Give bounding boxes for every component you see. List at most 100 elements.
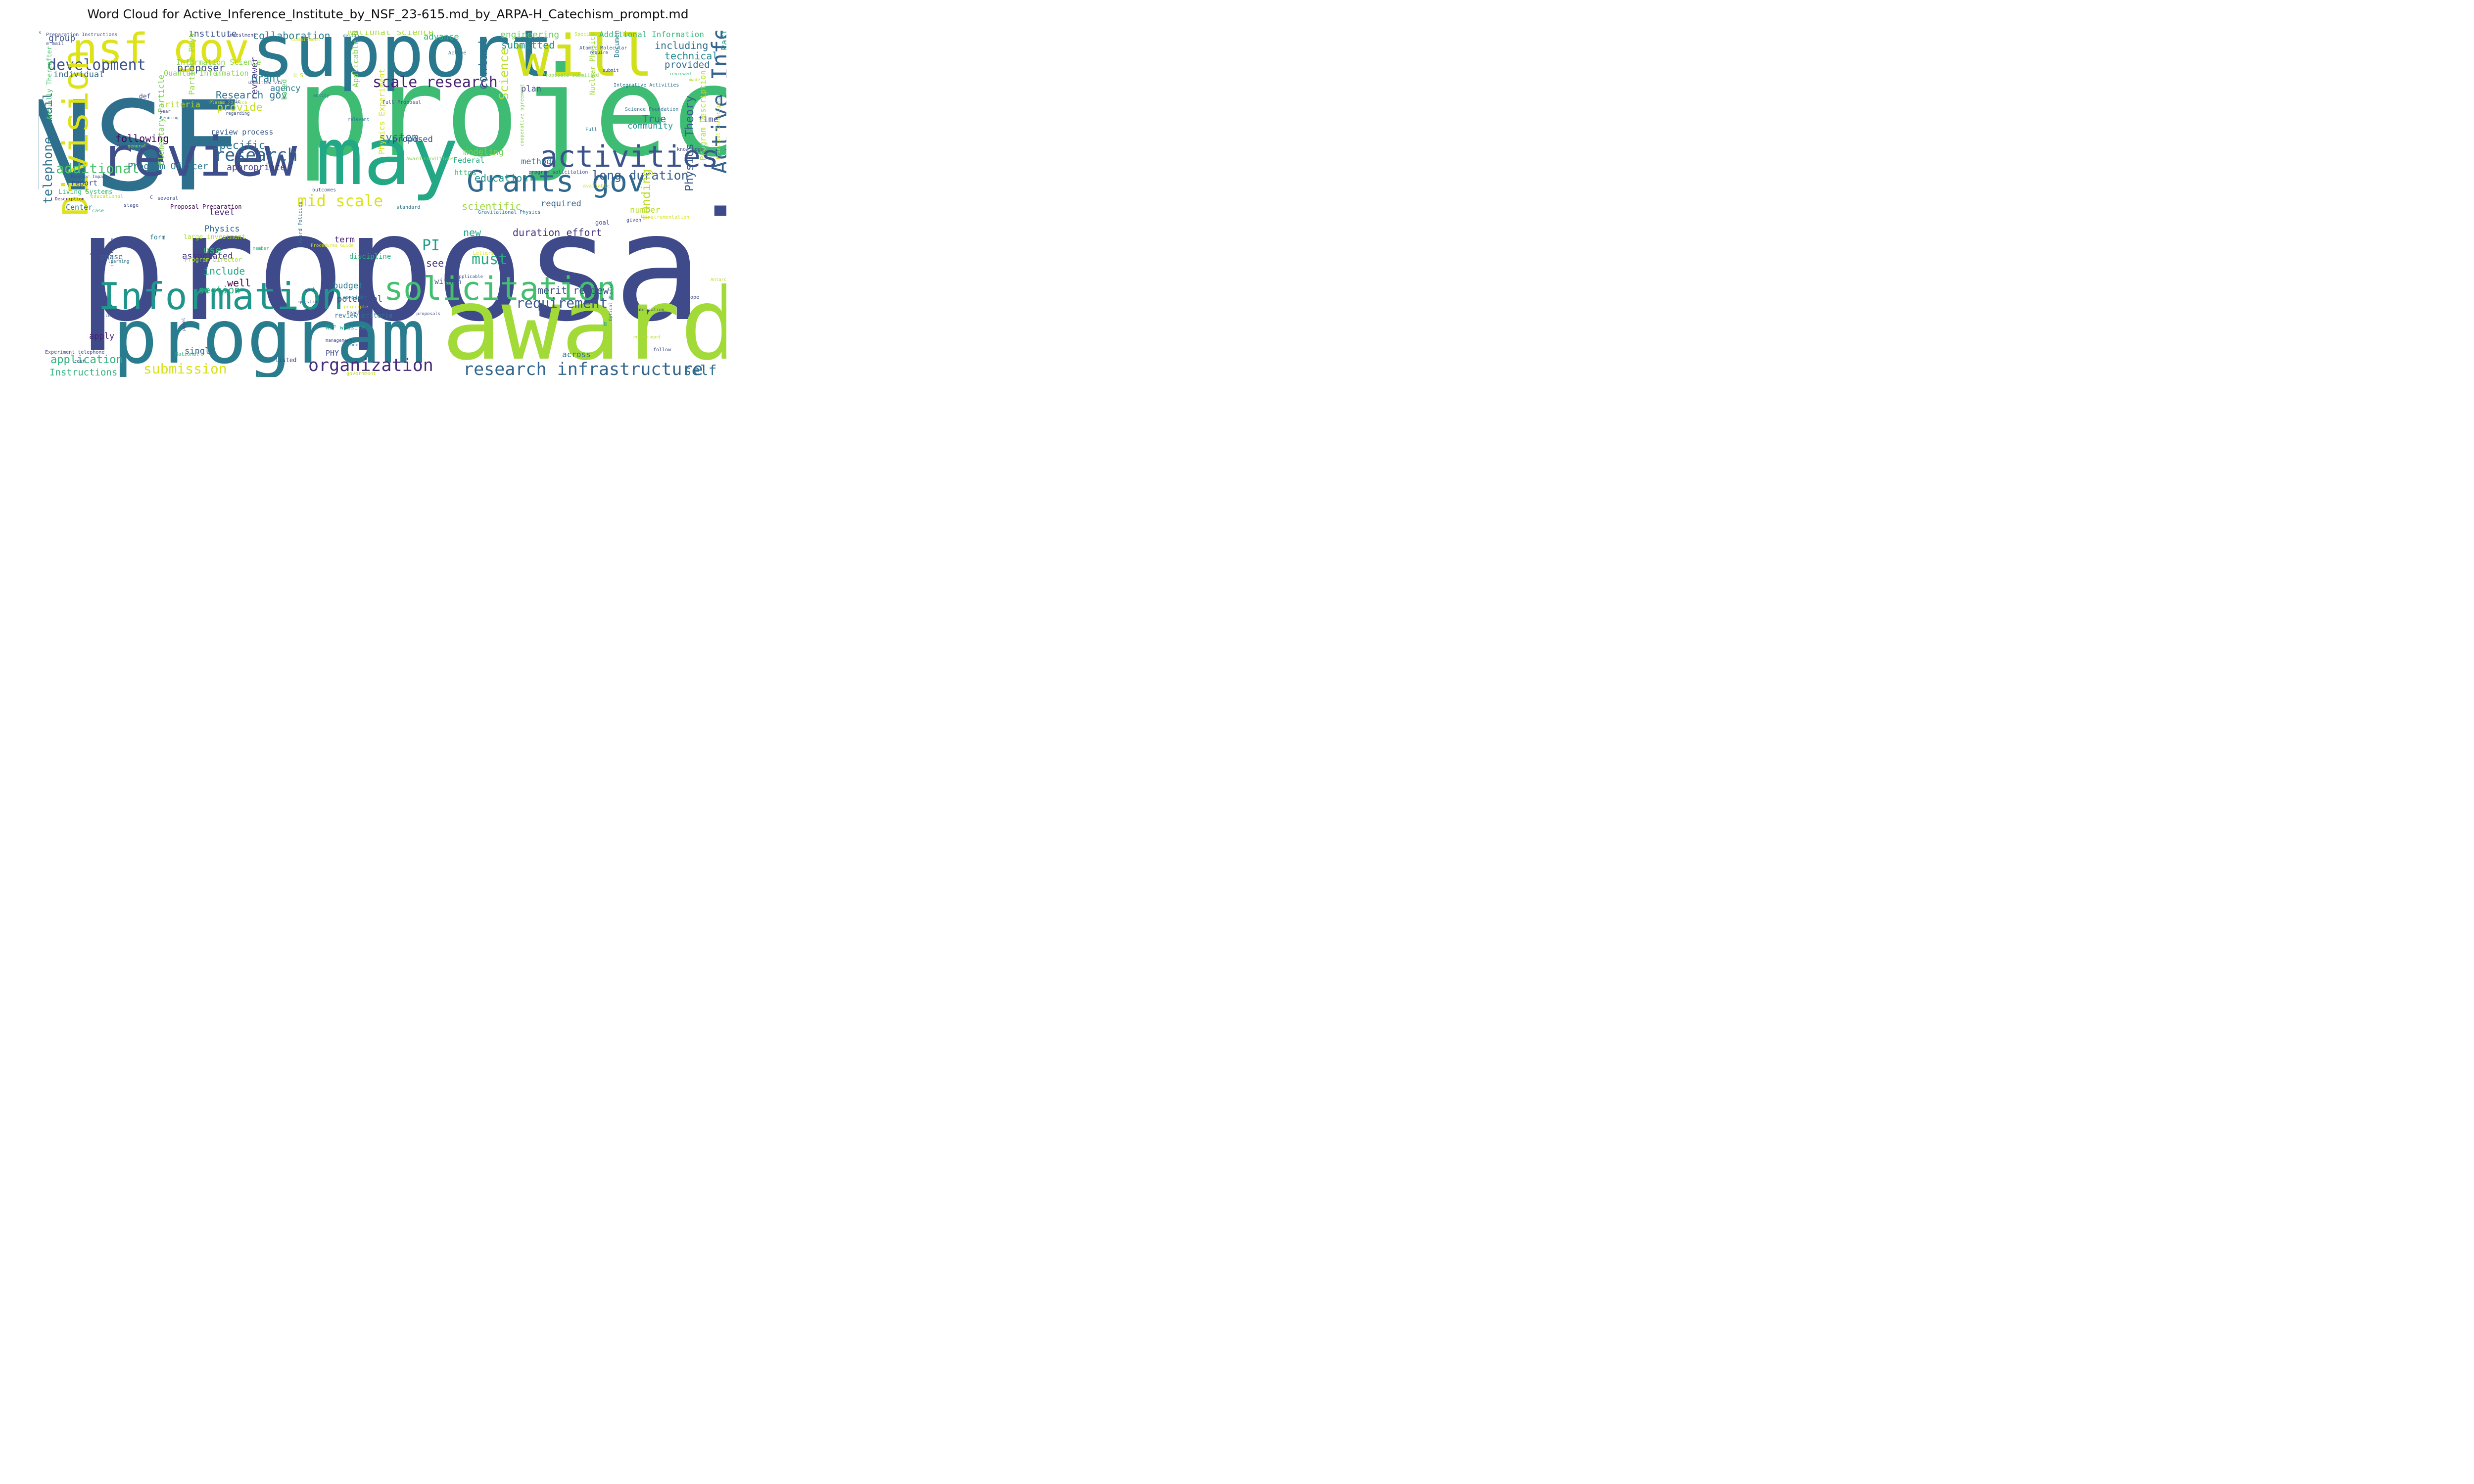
cloud-word-provide: provide [217,101,263,114]
cloud-word-question: question [298,300,320,305]
cloud-word-program: program [113,294,426,377]
cloud-word-deadline: Deadline [347,311,369,316]
cloud-word-full: Full [585,127,598,133]
cloud-word-associated: associated [182,251,233,261]
cloud-word-scientific: scientific [462,200,522,212]
cloud-word-including: including [655,40,709,51]
cloud-word-regarding: regarding [226,111,250,116]
cloud-word-new: new [463,227,481,238]
cloud-word-scope: scope [684,295,700,300]
cloud-word-cost: cost [74,359,85,364]
cloud-word-submission: submission [143,361,227,377]
cloud-word-proposal-preparation: Proposal Preparation [170,203,242,210]
cloud-word-def: def [139,93,151,100]
cloud-word-merit-review: merit review [537,284,609,296]
cloud-word-long-duration: long duration [592,168,689,183]
cloud-word-encouraged: encouraged [633,335,661,340]
cloud-word-educational: educational [91,194,124,199]
cloud-word-applicable-deadline: Applicable Deadline [351,31,360,88]
cloud-word-s: s [39,31,42,36]
cloud-word-self: self [683,362,717,377]
cloud-word-particle-physics: Particle Physics [187,31,196,95]
cloud-word-technical: technical [665,50,718,62]
cloud-word-advance: advance [424,32,459,42]
cloud-word-system: system [379,132,419,144]
cloud-word-proposed: proposed [392,135,433,144]
cloud-word-modeling: modeling [463,147,504,157]
cloud-word-general: general [128,144,146,149]
cloud-word-cooperative-agreement: cooperative agreement [520,84,525,146]
cloud-word-research-infrastructure: research infrastructure [463,360,703,377]
cloud-word-act: Act [214,73,223,78]
cloud-word-proposals-submitted: Proposals submitted [542,73,599,78]
cloud-word-agency: agency [270,84,301,93]
cloud-word-https: https [454,168,477,177]
cloud-word-group: group [48,33,76,44]
cloud-word-program-solicitation: program solicitation [528,170,588,175]
cloud-word-program-officer: Program Officer [128,161,208,172]
cloud-word-true: True [642,113,666,125]
cloud-word-used: used [90,252,100,257]
cloud-word-form: form [150,234,166,241]
cloud-word-review: review [100,125,297,188]
cloud-word-document: Document [614,31,621,57]
cloud-word-phy: PHY [326,349,339,358]
cloud-word-method: method [521,157,552,167]
cloud-word-plasma-physics: Plasma Physics [209,100,247,105]
cloud-word-full-proposal: Full Proposal [382,100,422,105]
cloud-word-given: given [626,218,642,223]
cloud-word-activities: activities [540,139,719,174]
cloud-word-b: B [604,321,607,327]
cloud-word-atomic-molecular: Atomic Molecular [579,46,627,51]
cloud-word-physics-experiment: Physics Experiment [377,68,386,154]
cloud-word-nuclear-physics: Nuclear Physics [589,32,597,95]
cloud-word-stage: stage [124,203,139,208]
cloud-word-large-investment: large investment [184,233,246,241]
cloud-word-may: may [316,110,459,203]
cloud-word-physics-theory: Physics Theory [683,95,696,191]
cloud-word-pending: Pending [160,116,179,121]
cloud-word-mid-scale: mid scale [297,191,383,210]
cloud-word-submitted: submitted [501,39,555,51]
cloud-word-one: one [350,343,359,348]
cloud-word-living-systems: Living Systems [58,188,113,196]
cloud-word-engineering: engineering [500,31,560,40]
cloud-word-budget: budget [333,281,364,291]
cloud-word-review-criteria: review criteria [334,312,393,320]
cloud-word-must: must [472,251,508,268]
cloud-word-include: include [203,265,245,277]
cloud-word-organization: organization [308,356,433,375]
cloud-word-apply: apply [89,331,115,341]
cloud-word-case: case [92,208,104,214]
cloud-word-relevant: relevant [348,117,370,122]
cloud-word-preparation-instructions: Preparation Instructions [46,32,118,38]
cloud-word-gravitational-physics: Gravitational Physics [478,210,541,215]
cloud-word-physics: Physics [204,224,240,234]
cloud-word-nsf: NSF [39,75,242,219]
cloud-word-within: within [434,277,462,286]
cloud-word-time: time [698,115,718,125]
cloud-word-scale-research: scale research [373,74,498,91]
cloud-word-project: project [296,40,726,184]
cloud-word-required: required [541,199,581,209]
cloud-word-special: Special [574,32,596,37]
cloud-word-design: design [343,34,359,39]
cloud-word-current: current [105,314,124,319]
cloud-word-instructions: Instructions [49,367,118,377]
cloud-word-c: C [150,195,153,200]
cloud-word-criteria: criteria [160,100,200,110]
cloud-word-information-science: Information Science [176,58,261,67]
cloud-word-e-mail: e mail [46,41,64,46]
cloud-word-well: well [227,277,251,289]
cloud-word-term: term [334,235,355,245]
cloud-word-active: Active [448,50,467,56]
cloud-word-will: will [516,31,653,90]
cloud-word-broader-impacts: Broader Impacts [71,175,111,180]
cloud-word-information: Information [98,275,344,318]
cloud-word-renewal-proposals: renewal proposals [395,312,441,317]
cloud-word-available: available [583,184,610,189]
cloud-word-federal: Federal [453,156,485,165]
cloud-word-requirement: requirement [516,295,608,311]
cloud-word-report: report [71,179,98,187]
